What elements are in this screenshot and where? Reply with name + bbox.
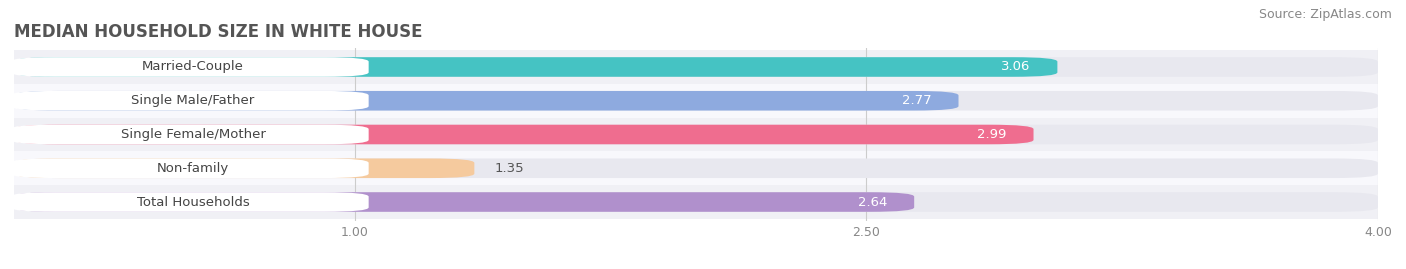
- Text: 1.35: 1.35: [495, 162, 524, 175]
- Bar: [14, 151, 1378, 185]
- Text: Source: ZipAtlas.com: Source: ZipAtlas.com: [1258, 8, 1392, 21]
- FancyBboxPatch shape: [11, 57, 368, 77]
- Text: Single Female/Mother: Single Female/Mother: [121, 128, 266, 141]
- FancyBboxPatch shape: [14, 57, 1378, 77]
- Text: 3.06: 3.06: [1001, 61, 1031, 73]
- FancyBboxPatch shape: [14, 125, 1033, 144]
- FancyBboxPatch shape: [11, 192, 368, 212]
- Bar: [14, 50, 1378, 84]
- FancyBboxPatch shape: [14, 91, 959, 111]
- FancyBboxPatch shape: [14, 158, 474, 178]
- Text: MEDIAN HOUSEHOLD SIZE IN WHITE HOUSE: MEDIAN HOUSEHOLD SIZE IN WHITE HOUSE: [14, 23, 423, 41]
- Text: 2.77: 2.77: [901, 94, 931, 107]
- Text: Single Male/Father: Single Male/Father: [131, 94, 254, 107]
- Bar: [14, 185, 1378, 219]
- FancyBboxPatch shape: [14, 192, 914, 212]
- FancyBboxPatch shape: [11, 91, 368, 111]
- FancyBboxPatch shape: [14, 125, 1378, 144]
- Text: Married-Couple: Married-Couple: [142, 61, 245, 73]
- Text: 2.99: 2.99: [977, 128, 1007, 141]
- Bar: [14, 118, 1378, 151]
- FancyBboxPatch shape: [14, 91, 1378, 111]
- Text: 2.64: 2.64: [858, 196, 887, 208]
- FancyBboxPatch shape: [14, 192, 1378, 212]
- FancyBboxPatch shape: [11, 125, 368, 144]
- FancyBboxPatch shape: [14, 158, 1378, 178]
- FancyBboxPatch shape: [11, 158, 368, 178]
- Text: Total Households: Total Households: [136, 196, 249, 208]
- Bar: [14, 84, 1378, 118]
- Text: Non-family: Non-family: [157, 162, 229, 175]
- FancyBboxPatch shape: [14, 57, 1057, 77]
